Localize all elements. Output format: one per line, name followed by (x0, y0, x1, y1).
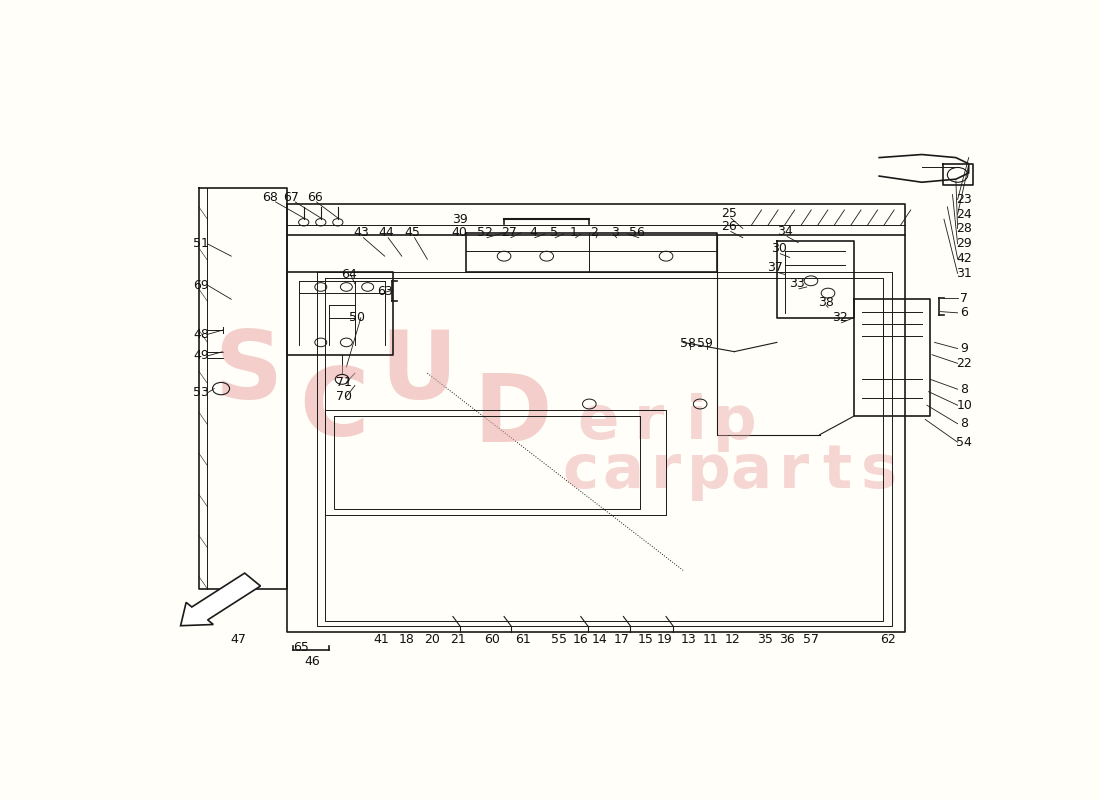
Text: 6: 6 (960, 306, 968, 319)
Text: 48: 48 (194, 328, 209, 341)
Text: 18: 18 (399, 633, 415, 646)
Text: 19: 19 (657, 633, 672, 646)
Text: i: i (685, 393, 706, 452)
Text: r: r (651, 442, 681, 502)
Text: 34: 34 (778, 225, 793, 238)
Text: c: c (563, 442, 598, 502)
Text: 27: 27 (502, 226, 517, 239)
Text: 41: 41 (373, 633, 389, 646)
Text: a: a (603, 442, 644, 502)
Text: 39: 39 (452, 213, 468, 226)
Text: 25: 25 (722, 206, 737, 219)
Text: 47: 47 (230, 633, 246, 646)
Text: 66: 66 (307, 191, 322, 204)
Text: 17: 17 (614, 633, 629, 646)
Text: 29: 29 (957, 238, 972, 250)
Text: 59: 59 (697, 337, 713, 350)
Text: 62: 62 (880, 633, 895, 646)
Text: 28: 28 (957, 222, 972, 235)
Text: 40: 40 (452, 226, 468, 239)
Text: 33: 33 (790, 278, 805, 290)
Text: 8: 8 (960, 382, 968, 396)
Text: r: r (634, 393, 664, 452)
Text: 35: 35 (757, 633, 773, 646)
Text: e: e (578, 393, 618, 452)
Text: 45: 45 (404, 226, 420, 239)
Text: 21: 21 (450, 633, 466, 646)
Text: 30: 30 (771, 242, 786, 255)
Text: 37: 37 (767, 261, 783, 274)
Text: 53: 53 (194, 386, 209, 399)
Text: 69: 69 (194, 278, 209, 292)
Text: 64: 64 (341, 268, 356, 281)
Text: 13: 13 (680, 633, 696, 646)
Text: 8: 8 (960, 418, 968, 430)
Text: a: a (730, 442, 772, 502)
Text: 61: 61 (515, 633, 530, 646)
Text: D: D (473, 370, 552, 462)
Text: p: p (686, 442, 730, 502)
Text: 32: 32 (832, 311, 848, 324)
Text: 46: 46 (305, 655, 320, 668)
Text: 2: 2 (591, 226, 598, 239)
Text: r: r (779, 442, 808, 502)
Text: 65: 65 (294, 641, 309, 654)
Text: p: p (713, 393, 756, 452)
Text: 31: 31 (957, 267, 972, 280)
Text: 68: 68 (262, 191, 277, 204)
Text: 5: 5 (550, 226, 558, 239)
Text: 10: 10 (957, 398, 972, 412)
Text: 14: 14 (592, 633, 607, 646)
Text: 55: 55 (551, 633, 566, 646)
Text: 22: 22 (957, 357, 972, 370)
Text: t: t (822, 442, 851, 502)
Text: 20: 20 (425, 633, 440, 646)
Text: 23: 23 (957, 193, 972, 206)
Text: S: S (214, 327, 283, 419)
FancyArrow shape (180, 573, 261, 626)
Text: 12: 12 (725, 633, 740, 646)
Text: 15: 15 (638, 633, 653, 646)
Text: 24: 24 (957, 208, 972, 221)
Text: s: s (861, 442, 898, 502)
Text: 71: 71 (336, 376, 352, 389)
Text: 60: 60 (484, 633, 500, 646)
Text: 3: 3 (610, 226, 619, 239)
Text: U: U (381, 327, 458, 419)
Text: 7: 7 (960, 291, 968, 305)
Text: 1: 1 (570, 226, 578, 239)
Text: 42: 42 (957, 252, 972, 265)
Text: 63: 63 (377, 286, 393, 298)
Text: 36: 36 (779, 633, 795, 646)
Text: 4: 4 (529, 226, 537, 239)
Text: 9: 9 (960, 342, 968, 355)
Text: 70: 70 (336, 390, 352, 403)
Text: 52: 52 (477, 226, 493, 239)
Text: 54: 54 (957, 436, 972, 449)
Text: 49: 49 (194, 350, 209, 362)
Text: 57: 57 (803, 633, 820, 646)
Text: 58: 58 (680, 337, 696, 350)
Text: 11: 11 (703, 633, 718, 646)
Text: 16: 16 (573, 633, 588, 646)
Text: 38: 38 (818, 296, 834, 309)
Text: 67: 67 (283, 191, 299, 204)
Text: 51: 51 (194, 238, 209, 250)
Text: 56: 56 (629, 226, 645, 239)
Text: 44: 44 (378, 226, 394, 239)
Text: 43: 43 (353, 226, 369, 239)
Text: 26: 26 (722, 220, 737, 233)
Text: 50: 50 (350, 311, 365, 324)
Text: C: C (299, 364, 369, 456)
